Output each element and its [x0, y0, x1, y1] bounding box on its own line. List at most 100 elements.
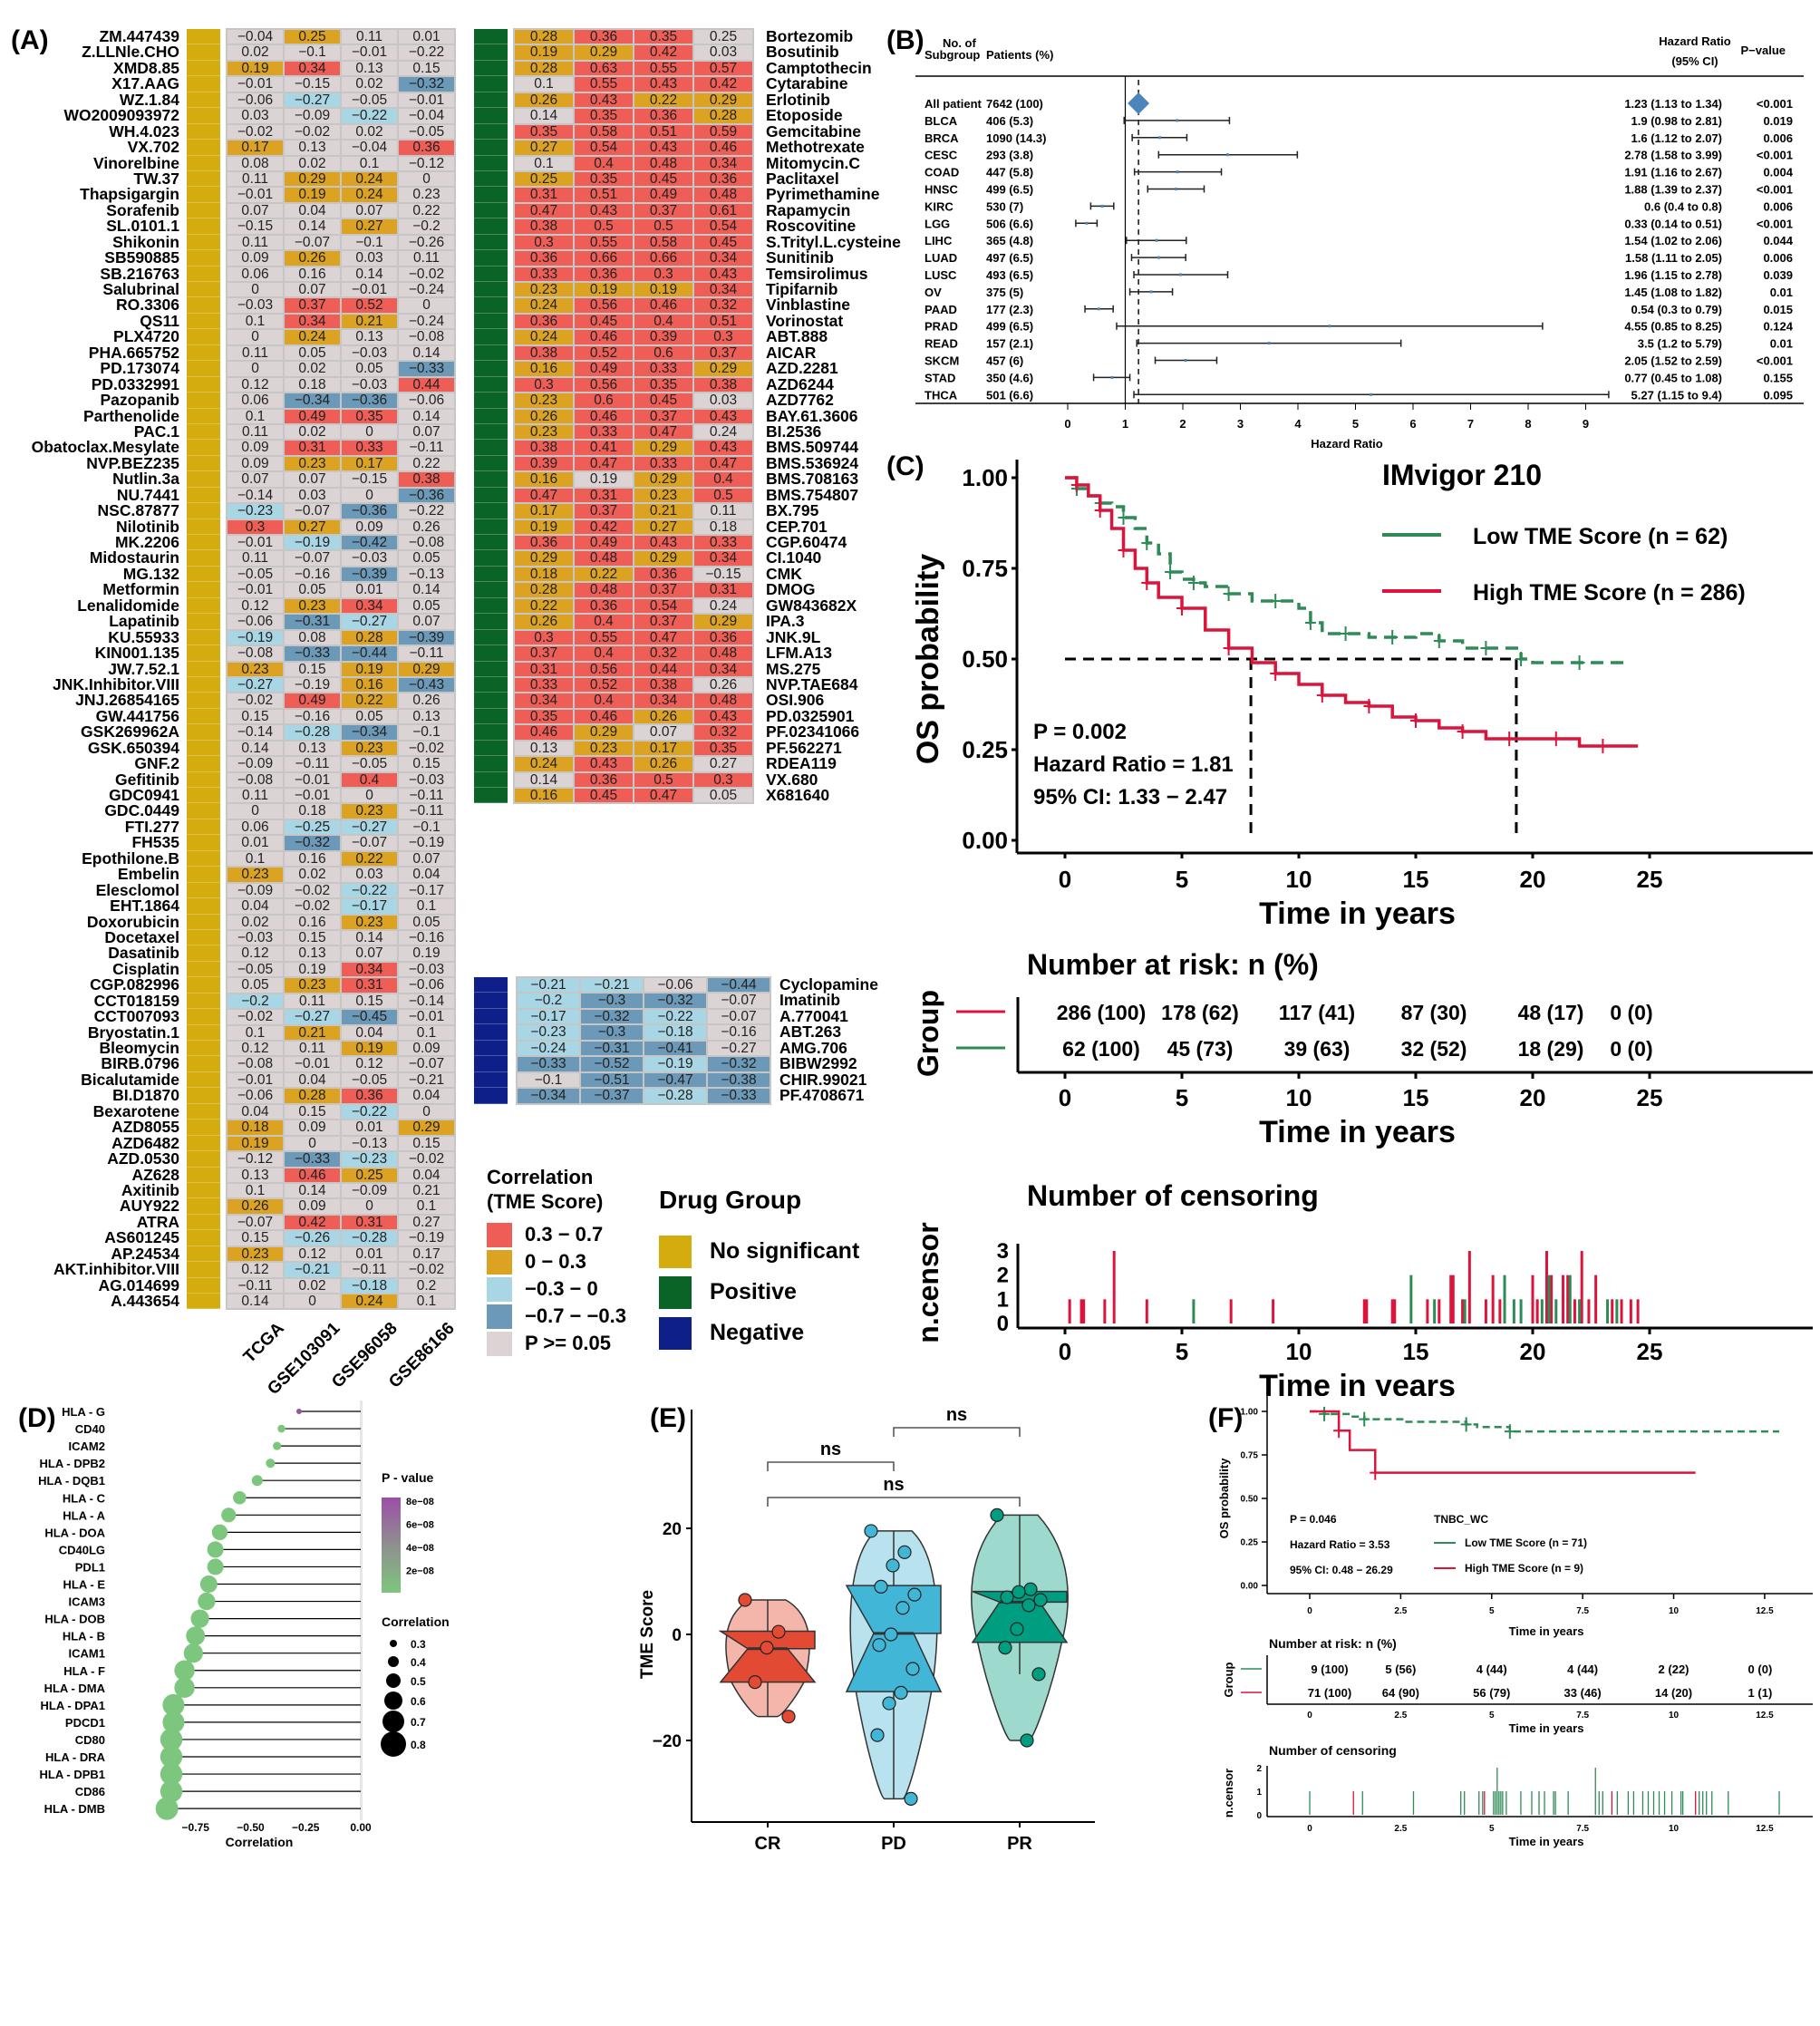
heatmap-cell: 0.47 [634, 424, 692, 440]
heatmap-row: 0.47 0.31 0.23 0.5 [514, 488, 753, 503]
stat-text: Hazard Ratio = 3.53 [1290, 1538, 1390, 1551]
subgroup-name: BRCA [925, 131, 959, 145]
p-value: 0.004 [1763, 166, 1793, 179]
heatmap-cell: 0.11 [228, 235, 283, 249]
censor-bar-green [1680, 1791, 1682, 1815]
heatmap-cell: −0.23 [228, 503, 283, 519]
lollipop-dot [160, 1728, 183, 1751]
heatmap-cell: 0.36 [342, 1089, 397, 1103]
y-tick-label: 0 [1256, 1811, 1262, 1821]
heatmap-cell: 0.36 [515, 314, 573, 329]
data-point [1023, 1582, 1038, 1596]
drug-name: PF.4708671 [779, 1086, 865, 1105]
data-point [1012, 1585, 1026, 1599]
heatmap-cell: 0.25 [694, 29, 752, 44]
heatmap-cell: 0.19 [228, 1136, 283, 1150]
p-value: <0.001 [1757, 149, 1793, 162]
heatmap-cell: 0.1 [228, 851, 283, 866]
data-point [1033, 1593, 1048, 1607]
heatmap-row: −0.01 0.19 0.24 0.23 [227, 187, 455, 202]
x-tick-label: 10 [1669, 1606, 1680, 1616]
group-cell [187, 1246, 220, 1263]
group-cell [187, 977, 220, 994]
heatmap-cell: 0.33 [694, 535, 752, 550]
heatmap-cell: 0.11 [228, 424, 283, 440]
x-axis-label: Time in years [1509, 1721, 1584, 1735]
drug-name: JNJ.26854165 [75, 691, 179, 710]
heatmap-cell: −0.19 [228, 630, 283, 645]
heatmap-row: 0.26 0.46 0.37 0.43 [514, 409, 753, 424]
heatmap-cell: −0.17 [342, 898, 397, 914]
heatmap-cell: −0.09 [228, 756, 283, 771]
heatmap-cell: 0.38 [694, 377, 752, 392]
lollipop-dot [162, 1711, 185, 1733]
censor-mark [1118, 543, 1129, 557]
significance-label: ns [946, 1405, 967, 1425]
heatmap-row: 0.11 −0.07 −0.1 −0.26 [227, 235, 455, 250]
heatmap-cell: 0.23 [285, 978, 340, 993]
drug-name: AP.24534 [111, 1244, 179, 1263]
censor-bar-red [1611, 1299, 1614, 1323]
heatmap-cell: 0.15 [228, 1231, 283, 1246]
heatmap-cell: 0.38 [399, 472, 454, 487]
x-tick-label: −0.25 [292, 1821, 320, 1834]
group-cell [474, 60, 508, 77]
group-cell [187, 155, 220, 171]
censor-bar-green [1547, 1275, 1551, 1323]
heatmap-cell: −0.11 [399, 788, 454, 803]
heatmap-cell: 0.1 [228, 409, 283, 423]
censor-bar-green [1495, 1791, 1496, 1815]
group-cell [187, 1198, 220, 1215]
heatmap-row: −0.04 0.25 0.11 0.01 [227, 29, 455, 44]
heatmap-row: 0.12 0.11 0.19 0.09 [227, 1041, 455, 1056]
heatmap-cell: 0.61 [694, 203, 752, 218]
drug-name: NSC.87877 [97, 501, 179, 520]
heatmap-cell: −0.11 [399, 441, 454, 455]
censor-bar-red [1272, 1299, 1275, 1323]
header-subgroup: Subgroup [925, 48, 980, 62]
heatmap-row: −0.14 −0.28 −0.34 −0.1 [227, 724, 455, 740]
heatmap-cell: 0.37 [634, 409, 692, 423]
gene-label: CD40 [75, 1422, 105, 1436]
heatmap-cell: 0.11 [228, 551, 283, 566]
group-cell [474, 771, 508, 788]
heatmap-row: 0.14 0.35 0.36 0.28 [514, 108, 753, 123]
heatmap-cell: −0.15 [694, 567, 752, 582]
x-tick-label: 10 [1669, 1711, 1680, 1721]
group-cell [474, 661, 508, 677]
x-tick-label: 25 [1637, 1338, 1663, 1365]
data-point [771, 1624, 786, 1639]
group-cell [187, 140, 220, 156]
drug-name: PD.0332991 [91, 374, 179, 393]
censor-bar-green [1553, 1791, 1554, 1815]
censor-title: Number of censoring [1027, 1179, 1319, 1212]
drug-name: GNF.2 [134, 754, 179, 773]
heatmap-cell: 0.19 [634, 282, 692, 297]
hr-point [1178, 273, 1182, 276]
survival-curve [1065, 476, 1639, 748]
x-tick-label: 10 [1286, 1084, 1312, 1111]
heatmap-cell: 0.45 [634, 171, 692, 187]
heatmap-cell: 0.35 [515, 709, 573, 724]
heatmap-cell: 0.14 [285, 1183, 340, 1198]
correlation-legend: Correlation (TME Score) 0.3 − 0.7 0 − 0.3… [487, 1165, 626, 1357]
risk-value: 18 (29) [1518, 1037, 1584, 1061]
drug-name: Salubrinal [102, 280, 179, 298]
heatmap-cell: 0.35 [342, 409, 397, 423]
heatmap-cell: −0.22 [342, 1104, 397, 1119]
group-cell [474, 740, 508, 757]
significance-label: ns [883, 1475, 904, 1495]
heatmap-cell: 0.34 [515, 693, 573, 708]
drug-name: Imatinib [779, 991, 841, 1010]
heatmap-cell: 0.13 [285, 140, 340, 155]
drug-name: Sunitinib [766, 248, 834, 267]
lollipop-dot [221, 1507, 237, 1523]
group-cell [187, 740, 220, 757]
drug-name: Epothilone.B [82, 848, 179, 868]
heatmap-cell: 0.23 [634, 488, 692, 502]
drug-name: MS.275 [766, 659, 821, 678]
group-cell [187, 1294, 220, 1310]
correlation-legend-item: 0 − 0.3 [487, 1248, 626, 1275]
heatmap-cell: 0.15 [285, 930, 340, 945]
x-tick-label: 0 [1059, 1338, 1071, 1365]
